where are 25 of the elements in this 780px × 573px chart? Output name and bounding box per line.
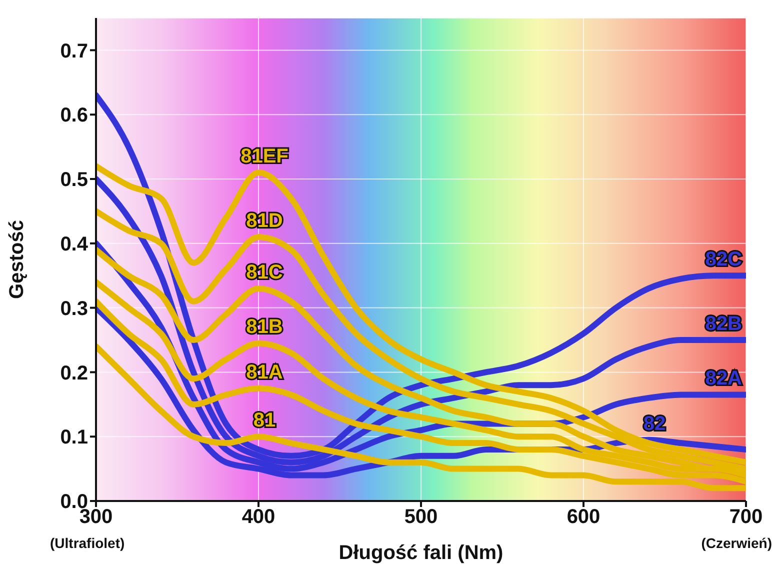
y-tick-label: 0.6 bbox=[60, 104, 88, 127]
x-tick-label: 700 bbox=[729, 506, 763, 528]
x-axis-title: Długość fali (Nm) bbox=[338, 542, 504, 564]
series-label: 81A bbox=[246, 361, 283, 384]
y-tick-label: 0.4 bbox=[60, 234, 89, 256]
text: (Ultrafiolet) bbox=[50, 535, 125, 551]
text: (Czerwień) bbox=[701, 535, 772, 551]
x-tick-label: 600 bbox=[566, 506, 600, 528]
series-label: 82C bbox=[705, 248, 742, 271]
x-tick-label: 400 bbox=[242, 506, 276, 528]
series-label: 81 bbox=[253, 410, 276, 432]
series-label: 82B bbox=[705, 313, 742, 335]
y-axis-title: Gęstość bbox=[6, 220, 28, 299]
y-tick-label: 0.1 bbox=[60, 426, 88, 449]
series-label: 82A bbox=[705, 368, 742, 390]
series-label: 81EF bbox=[240, 146, 288, 168]
series-label: 81D bbox=[246, 210, 283, 232]
x-tick-label: 500 bbox=[404, 506, 438, 528]
y-tick-label: 0.7 bbox=[60, 40, 88, 62]
y-tick-label: 0.5 bbox=[60, 169, 88, 192]
series-label: 81B bbox=[246, 316, 283, 338]
y-tick-label: 0.2 bbox=[60, 362, 88, 384]
y-tick-label: 0.3 bbox=[60, 298, 88, 320]
series-label: 82 bbox=[643, 412, 666, 435]
series-label: 81C bbox=[246, 261, 283, 284]
